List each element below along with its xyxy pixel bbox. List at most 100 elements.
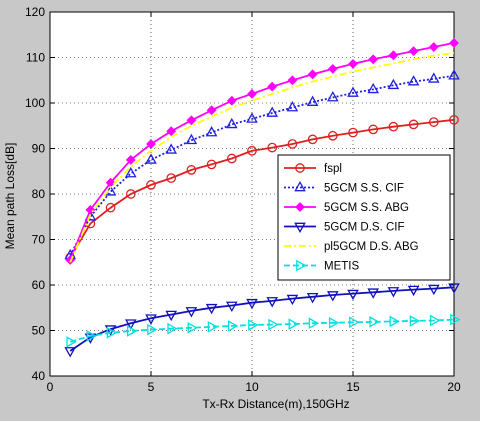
data-point [125, 154, 136, 165]
x-tick-label: 20 [447, 380, 461, 394]
data-point [408, 119, 419, 130]
y-tick-label: 70 [32, 233, 46, 247]
data-point [307, 69, 318, 80]
data-point [166, 126, 177, 137]
data-point [326, 291, 339, 302]
data-point [349, 316, 360, 329]
x-tick-label: 5 [148, 380, 155, 394]
series-6 [66, 313, 461, 348]
data-point [387, 287, 400, 298]
data-point [207, 321, 219, 333]
legend-label: fspl [324, 163, 342, 175]
data-point [66, 336, 77, 348]
data-point [328, 316, 340, 329]
data-point [146, 180, 156, 190]
legend-swatch-marker [295, 202, 305, 212]
data-point [185, 307, 198, 318]
legend-label: METIS [324, 261, 359, 273]
data-point [205, 126, 218, 137]
data-point [248, 319, 259, 331]
data-point [388, 50, 399, 61]
data-point [104, 325, 117, 336]
data-point [145, 153, 157, 164]
data-point [387, 78, 400, 90]
data-point [165, 143, 178, 154]
data-point [388, 121, 399, 132]
data-point [187, 321, 198, 334]
y-tick-label: 80 [32, 187, 46, 201]
legend-swatch-marker [294, 222, 306, 234]
legend-label: 5GCM D.S. CIF [324, 222, 405, 234]
data-point [287, 139, 298, 149]
y-tick-label: 90 [32, 142, 46, 156]
legend-label: 5GCM S.S. ABG [324, 202, 409, 214]
legend-item: 5GCM S.S. ABG [284, 202, 409, 214]
data-point [327, 130, 338, 141]
data-point [348, 127, 358, 138]
y-tick-label: 60 [32, 278, 46, 292]
data-point [408, 46, 419, 57]
data-point [448, 69, 460, 80]
data-point [105, 202, 116, 213]
y-tick-label: 100 [25, 96, 45, 110]
x-tick-label: 15 [346, 380, 360, 394]
data-point [307, 134, 318, 145]
series-line [69, 318, 455, 343]
data-point [448, 283, 460, 294]
data-point [225, 117, 238, 129]
data-point [266, 106, 279, 117]
legend-item: 5GCM D.S. CIF [284, 222, 405, 234]
y-tick-label: 110 [26, 51, 45, 65]
data-point [86, 330, 97, 342]
data-point [368, 124, 379, 135]
data-point [226, 153, 237, 164]
data-point [146, 139, 156, 149]
y-tick-label: 40 [32, 369, 46, 383]
data-point [205, 303, 218, 315]
data-point [84, 333, 97, 344]
legend-label: 5GCM S.S. CIF [324, 183, 404, 195]
data-point [409, 315, 421, 327]
data-point [225, 301, 238, 313]
series-5 [69, 52, 455, 263]
data-point [306, 95, 319, 106]
data-point [327, 63, 338, 74]
legend-item: METIS [284, 259, 359, 273]
data-point [450, 313, 461, 326]
data-point [367, 288, 380, 299]
data-point [428, 117, 439, 127]
data-point [429, 314, 441, 327]
data-point [125, 189, 136, 199]
data-point [428, 42, 439, 52]
data-point [145, 314, 157, 325]
series-1 [65, 114, 459, 263]
data-point [268, 318, 279, 331]
legend-swatch-marker [295, 163, 305, 173]
data-point [267, 81, 278, 92]
data-point [165, 310, 178, 322]
data-point [124, 166, 137, 178]
legend-item: pl5GCM D.S. ABG [284, 241, 419, 253]
data-point [227, 320, 239, 332]
y-tick-label: 50 [32, 324, 46, 338]
data-point [389, 315, 400, 328]
data-point [286, 294, 299, 306]
series-4 [64, 283, 460, 358]
data-point [407, 285, 420, 297]
data-point [267, 142, 278, 153]
data-point [206, 105, 217, 116]
data-point [64, 347, 77, 358]
data-point [247, 88, 257, 99]
data-point [347, 86, 359, 97]
data-point [266, 297, 279, 308]
y-tick-label: 120 [25, 5, 45, 19]
legend-swatch-marker [294, 180, 306, 192]
data-point [286, 101, 299, 112]
data-point [106, 326, 118, 339]
data-point [306, 292, 319, 304]
legend-box [277, 154, 451, 281]
legend-item: 5GCM S.S. CIF [284, 180, 404, 195]
data-point [147, 323, 158, 336]
data-point [449, 114, 459, 125]
